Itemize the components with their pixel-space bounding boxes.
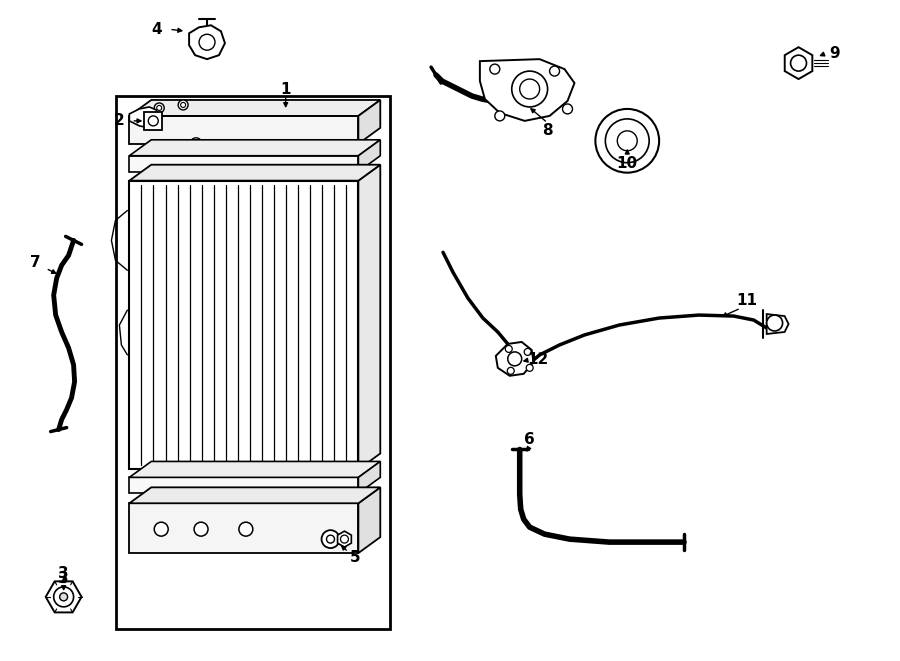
Circle shape (524, 348, 531, 356)
Polygon shape (130, 100, 381, 116)
Polygon shape (480, 59, 574, 121)
Polygon shape (358, 487, 381, 553)
Circle shape (790, 55, 806, 71)
Text: 3: 3 (58, 572, 69, 586)
Polygon shape (116, 96, 391, 629)
Polygon shape (130, 165, 381, 180)
Text: 5: 5 (350, 549, 361, 564)
Circle shape (232, 141, 240, 149)
Circle shape (148, 116, 158, 126)
Polygon shape (358, 461, 381, 493)
Polygon shape (130, 477, 358, 493)
Text: 3: 3 (58, 566, 69, 582)
Circle shape (490, 64, 500, 74)
Circle shape (596, 109, 659, 173)
Circle shape (181, 102, 185, 108)
Polygon shape (130, 487, 381, 503)
Circle shape (59, 593, 68, 601)
Polygon shape (358, 140, 381, 172)
Polygon shape (130, 116, 358, 144)
Circle shape (505, 346, 512, 352)
Circle shape (307, 170, 315, 178)
Text: 8: 8 (543, 124, 553, 138)
Circle shape (178, 100, 188, 110)
Circle shape (212, 141, 220, 149)
Circle shape (157, 106, 162, 110)
Polygon shape (130, 107, 159, 128)
Circle shape (508, 368, 514, 374)
Circle shape (562, 104, 572, 114)
Polygon shape (767, 314, 788, 334)
Text: 1: 1 (281, 81, 291, 97)
Polygon shape (46, 582, 82, 612)
Circle shape (192, 170, 200, 178)
Circle shape (519, 79, 540, 99)
Polygon shape (338, 531, 351, 547)
Circle shape (237, 170, 245, 178)
Polygon shape (358, 100, 381, 144)
Circle shape (154, 522, 168, 536)
Polygon shape (496, 342, 534, 376)
Circle shape (495, 111, 505, 121)
Text: 2: 2 (114, 114, 125, 128)
Circle shape (152, 170, 160, 178)
Circle shape (321, 530, 339, 548)
Circle shape (340, 535, 348, 543)
Circle shape (154, 103, 164, 113)
Text: 6: 6 (525, 432, 535, 447)
Circle shape (272, 170, 280, 178)
Text: 7: 7 (31, 254, 41, 270)
Text: 4: 4 (151, 22, 162, 37)
Polygon shape (358, 165, 381, 469)
Text: 12: 12 (527, 352, 548, 368)
Text: 9: 9 (829, 46, 840, 61)
Text: 10: 10 (616, 156, 638, 171)
Circle shape (54, 587, 74, 607)
Polygon shape (130, 461, 381, 477)
Circle shape (526, 364, 533, 371)
Circle shape (512, 71, 547, 107)
Circle shape (190, 137, 202, 150)
Circle shape (327, 535, 335, 543)
Polygon shape (130, 156, 358, 172)
Circle shape (617, 131, 637, 151)
Text: 11: 11 (736, 293, 757, 307)
Circle shape (606, 119, 649, 163)
Circle shape (238, 522, 253, 536)
Circle shape (550, 66, 560, 76)
Polygon shape (130, 140, 381, 156)
Circle shape (767, 315, 783, 331)
Circle shape (508, 352, 522, 366)
Polygon shape (785, 47, 813, 79)
Circle shape (199, 34, 215, 50)
Polygon shape (144, 112, 162, 130)
Polygon shape (130, 180, 358, 469)
Circle shape (194, 522, 208, 536)
Polygon shape (130, 503, 358, 553)
Polygon shape (189, 25, 225, 59)
